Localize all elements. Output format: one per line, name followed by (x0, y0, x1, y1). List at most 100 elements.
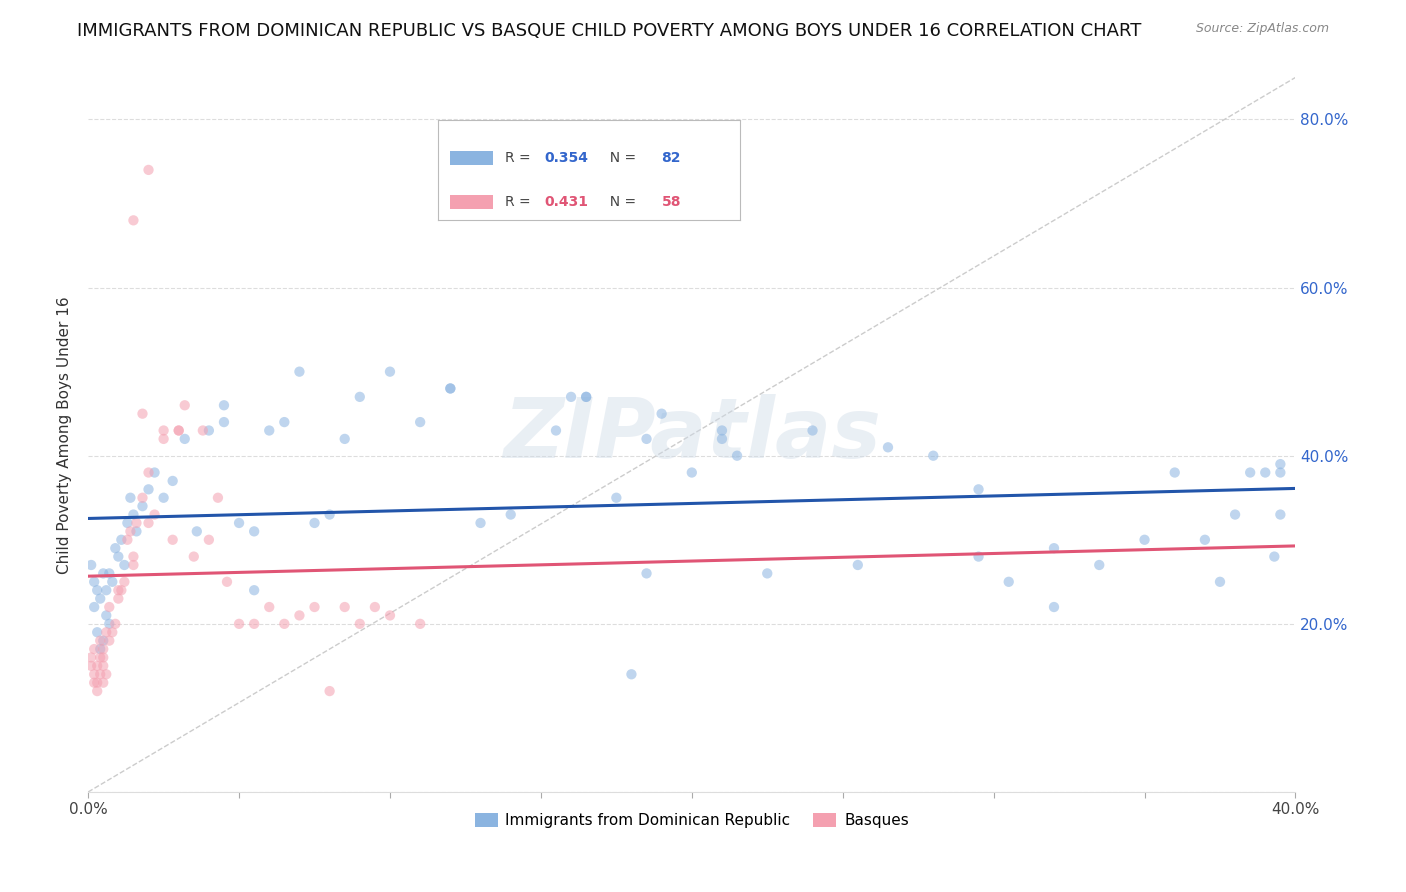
Point (681, 466, 703, 480)
Point (1043, 541, 1066, 556)
Point (91, 642, 114, 657)
Point (439, 382, 461, 396)
Point (470, 516, 492, 530)
Point (122, 549, 145, 564)
Point (186, 524, 208, 539)
Point (152, 491, 174, 505)
Point (138, 162, 160, 177)
Point (98, 633, 121, 648)
Point (1088, 558, 1111, 572)
Point (257, 600, 280, 615)
Point (131, 499, 153, 513)
Point (131, 491, 153, 505)
Legend: Immigrants from Dominican Republic, Basques: Immigrants from Dominican Republic, Basq… (468, 807, 915, 834)
Point (173, 398, 195, 412)
Point (167, 424, 190, 438)
Point (98, 616, 121, 631)
Point (80, 650, 103, 665)
Point (101, 625, 124, 640)
Point (1194, 533, 1216, 547)
Point (212, 415, 235, 429)
Point (198, 533, 221, 547)
Point (122, 213, 145, 227)
Point (1209, 574, 1232, 589)
Point (288, 608, 311, 623)
Point (125, 516, 148, 530)
Point (131, 407, 153, 421)
Point (378, 608, 401, 623)
Point (1239, 466, 1261, 480)
Point (364, 600, 387, 615)
Point (575, 390, 598, 404)
Y-axis label: Child Poverty Among Boys Under 16: Child Poverty Among Boys Under 16 (58, 296, 72, 574)
Point (152, 432, 174, 446)
Point (86, 684, 108, 698)
Point (143, 466, 166, 480)
Point (801, 424, 824, 438)
Point (228, 616, 250, 631)
Point (725, 449, 748, 463)
Point (96, 583, 118, 598)
Point (877, 440, 900, 454)
Point (98, 600, 121, 615)
Point (83, 675, 105, 690)
Point (80, 558, 103, 572)
Point (207, 491, 229, 505)
Point (756, 566, 779, 581)
Point (967, 483, 990, 497)
Point (89, 633, 111, 648)
Point (89, 591, 111, 606)
Point (349, 616, 371, 631)
Point (378, 365, 401, 379)
Point (191, 424, 214, 438)
Point (117, 533, 139, 547)
Point (243, 583, 266, 598)
Point (499, 508, 522, 522)
Point (304, 600, 326, 615)
Point (273, 616, 295, 631)
Point (711, 432, 734, 446)
Point (86, 583, 108, 598)
Point (711, 424, 734, 438)
Point (117, 516, 139, 530)
Point (273, 415, 295, 429)
Point (89, 650, 111, 665)
Point (83, 600, 105, 615)
Point (91, 650, 114, 665)
Point (86, 675, 108, 690)
Point (110, 533, 132, 547)
Point (1270, 457, 1292, 471)
Point (318, 508, 340, 522)
Point (112, 574, 135, 589)
Point (91, 658, 114, 673)
Point (80, 658, 103, 673)
Point (651, 407, 673, 421)
Point (96, 625, 118, 640)
Point (143, 508, 166, 522)
Point (96, 608, 118, 623)
Point (86, 658, 108, 673)
Point (636, 432, 658, 446)
Point (107, 591, 129, 606)
Point (122, 508, 145, 522)
Point (98, 566, 121, 581)
Point (243, 524, 266, 539)
Point (138, 516, 160, 530)
Point (91, 566, 114, 581)
Point (439, 382, 461, 396)
Point (922, 449, 945, 463)
Point (138, 466, 160, 480)
Point (212, 398, 235, 412)
Point (112, 558, 135, 572)
Point (349, 390, 371, 404)
Point (333, 600, 356, 615)
Point (243, 616, 266, 631)
Point (620, 667, 643, 681)
Point (1270, 508, 1292, 522)
Point (304, 516, 326, 530)
Point (636, 566, 658, 581)
Point (544, 424, 567, 438)
Point (89, 667, 111, 681)
Point (333, 432, 356, 446)
Point (101, 574, 124, 589)
